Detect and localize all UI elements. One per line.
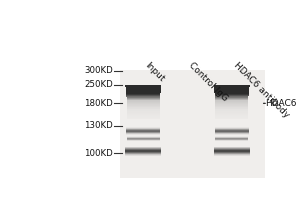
Bar — [215, 105, 248, 106]
Bar — [126, 89, 161, 90]
Bar — [215, 115, 248, 116]
Bar — [127, 99, 160, 100]
Bar — [215, 112, 248, 113]
Bar — [215, 110, 248, 111]
Bar — [214, 91, 249, 92]
Bar — [125, 85, 161, 86]
Bar — [120, 70, 266, 178]
Bar — [125, 86, 161, 87]
Bar — [127, 105, 160, 106]
Bar — [214, 85, 250, 86]
Bar — [214, 92, 249, 93]
Bar — [127, 97, 160, 98]
Bar — [214, 86, 250, 87]
Bar — [215, 102, 248, 103]
Bar — [127, 107, 160, 108]
Bar — [215, 114, 248, 115]
Bar — [215, 107, 248, 108]
Bar — [127, 96, 160, 97]
Bar — [214, 90, 249, 91]
Bar — [126, 94, 160, 95]
Bar — [214, 88, 249, 89]
Text: 130KD: 130KD — [84, 121, 113, 130]
Bar — [215, 104, 248, 105]
Bar — [215, 98, 248, 99]
Bar — [127, 100, 160, 101]
Bar — [126, 91, 160, 92]
Bar — [127, 117, 160, 118]
Bar — [127, 116, 160, 117]
Bar — [215, 99, 248, 100]
Bar — [127, 101, 160, 102]
Text: 250KD: 250KD — [84, 80, 113, 89]
Bar — [127, 111, 160, 112]
Bar — [126, 93, 160, 94]
Text: Control IgG: Control IgG — [188, 61, 230, 103]
Bar — [127, 109, 160, 110]
Bar — [127, 104, 160, 105]
Bar — [215, 113, 248, 114]
Text: 180KD: 180KD — [84, 99, 113, 108]
Bar — [127, 114, 160, 115]
Bar — [214, 89, 249, 90]
Bar — [126, 90, 161, 91]
Bar — [214, 94, 249, 95]
Bar — [215, 101, 248, 102]
Bar — [215, 100, 248, 101]
Bar — [215, 106, 248, 107]
Bar — [215, 108, 248, 109]
Bar — [126, 88, 161, 89]
Bar — [127, 115, 160, 116]
Bar — [127, 118, 160, 119]
Text: Input: Input — [143, 61, 166, 84]
Text: HDAC6 antibody: HDAC6 antibody — [232, 61, 290, 120]
Bar — [215, 117, 248, 118]
Bar — [215, 118, 248, 119]
Bar — [214, 93, 249, 94]
Bar — [215, 103, 248, 104]
Bar — [126, 95, 160, 96]
Bar — [126, 92, 160, 93]
Bar — [127, 106, 160, 107]
Bar — [215, 96, 248, 97]
Bar — [127, 103, 160, 104]
Bar — [127, 98, 160, 99]
Bar — [127, 113, 160, 114]
Text: 100KD: 100KD — [84, 149, 113, 158]
Bar — [127, 110, 160, 111]
Bar — [215, 97, 248, 98]
Bar — [215, 111, 248, 112]
Bar — [215, 116, 248, 117]
Bar — [215, 95, 249, 96]
Bar — [127, 108, 160, 109]
Text: 300KD: 300KD — [84, 66, 113, 75]
Text: HDAC6: HDAC6 — [266, 99, 297, 108]
Bar — [127, 102, 160, 103]
Bar — [125, 87, 161, 88]
Bar — [214, 87, 249, 88]
Bar — [215, 109, 248, 110]
Bar — [127, 112, 160, 113]
